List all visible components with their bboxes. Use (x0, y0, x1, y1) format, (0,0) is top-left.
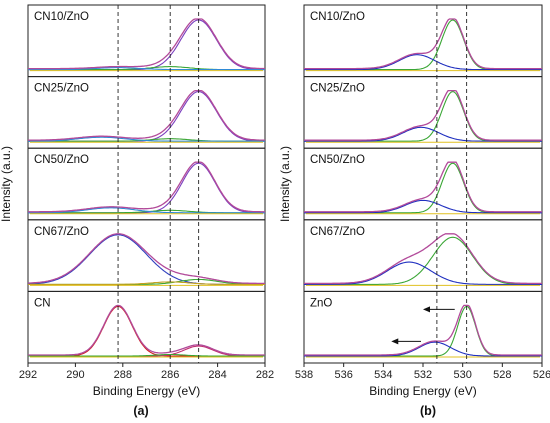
subplot-2: CN50/ZnO (303, 147, 543, 221)
subplot-0: CN10/ZnO (303, 4, 543, 78)
subplot-frame (303, 290, 543, 364)
x-tick-label-4: 284 (208, 369, 226, 381)
x-axis-label: Binding Energy (eV) (369, 384, 476, 398)
x-tick-label-5: 528 (493, 369, 511, 381)
subplot-0: CN10/ZnO (27, 4, 266, 78)
component-peak-1 (304, 261, 542, 285)
component-peak-0 (304, 162, 542, 214)
subplot-1: CN25/ZnO (303, 76, 543, 149)
x-tick-label-1: 290 (66, 369, 84, 381)
subplot-4: ZnO (303, 290, 543, 364)
x-tick-label-2: 534 (374, 369, 392, 381)
envelope-line (304, 233, 542, 285)
component-peak-2 (28, 281, 265, 285)
component-peak-0 (27, 234, 265, 285)
subplot-label: CN25/ZnO (34, 83, 89, 95)
panel-a: CN10/ZnO CN25/ZnO CN50/ZnO CN67/ZnO CN 292 290… (0, 4, 274, 418)
subplot-label: CN50/ZnO (310, 154, 365, 166)
component-peak-0 (28, 162, 265, 214)
component-peak-0 (28, 91, 266, 142)
panel-caption: (b) (420, 404, 436, 418)
shift-arrowhead-0 (423, 306, 430, 313)
y-axis-label: Intensity (a.u.) (278, 146, 292, 222)
subplot-label: CN25/ZnO (310, 83, 365, 95)
x-tick-label-0: 292 (19, 369, 37, 381)
envelope-line (27, 233, 265, 285)
subplot-label: CN10/ZnO (310, 11, 365, 23)
x-tick-label-3: 532 (414, 369, 432, 381)
component-peak-0 (304, 236, 542, 285)
subplot-label: CN (34, 297, 51, 309)
component-peak-2 (28, 207, 265, 214)
subplot-3: CN67/ZnO (303, 219, 543, 292)
component-peak-0 (304, 91, 542, 142)
envelope-line (304, 161, 542, 213)
panel-b: CN10/ZnO CN25/ZnO CN50/ZnO CN67/ZnO ZnO 538 53… (278, 4, 550, 418)
x-axis-label: Binding Energy (eV) (93, 384, 200, 398)
x-tick-label-1: 536 (334, 369, 352, 381)
component-peak-2 (28, 353, 265, 357)
subplot-2: CN50/ZnO (27, 147, 266, 221)
x-tick-label-3: 286 (161, 369, 179, 381)
x-tick-label-5: 282 (256, 369, 274, 381)
subplot-1: CN25/ZnO (27, 76, 266, 149)
subplot-label: CN50/ZnO (34, 154, 89, 166)
envelope-line (304, 304, 542, 356)
component-peak-0 (304, 305, 542, 357)
envelope-line (304, 18, 542, 70)
envelope-line (28, 304, 265, 356)
shift-arrowhead-1 (391, 338, 399, 345)
component-peak-0 (28, 19, 266, 71)
component-peak-1 (304, 54, 542, 71)
envelope-line (28, 18, 266, 70)
envelope-line (304, 89, 542, 141)
component-peak-2 (28, 67, 265, 71)
x-tick-label-4: 530 (453, 369, 471, 381)
subplot-label: CN67/ZnO (34, 226, 89, 238)
panel-caption: (a) (133, 404, 148, 418)
x-tick-label-2: 288 (114, 369, 132, 381)
envelope-line (28, 161, 265, 213)
component-peak-2 (28, 136, 265, 142)
y-axis-label: Intensity (a.u.) (0, 146, 13, 222)
envelope-line (28, 89, 266, 141)
component-peak-1 (304, 199, 542, 214)
component-peak-1 (304, 341, 542, 357)
subplot-label: CN67/ZnO (310, 226, 365, 238)
x-tick-label-0: 538 (295, 369, 313, 381)
component-peak-1 (304, 126, 542, 142)
subplot-3: CN67/ZnO (27, 219, 266, 292)
subplot-label: ZnO (310, 297, 332, 309)
component-peak-0 (304, 19, 542, 71)
x-tick-label-6: 526 (533, 369, 550, 381)
subplot-label: CN10/ZnO (34, 11, 89, 23)
subplot-frame (27, 290, 266, 364)
subplot-4: CN (27, 290, 266, 364)
